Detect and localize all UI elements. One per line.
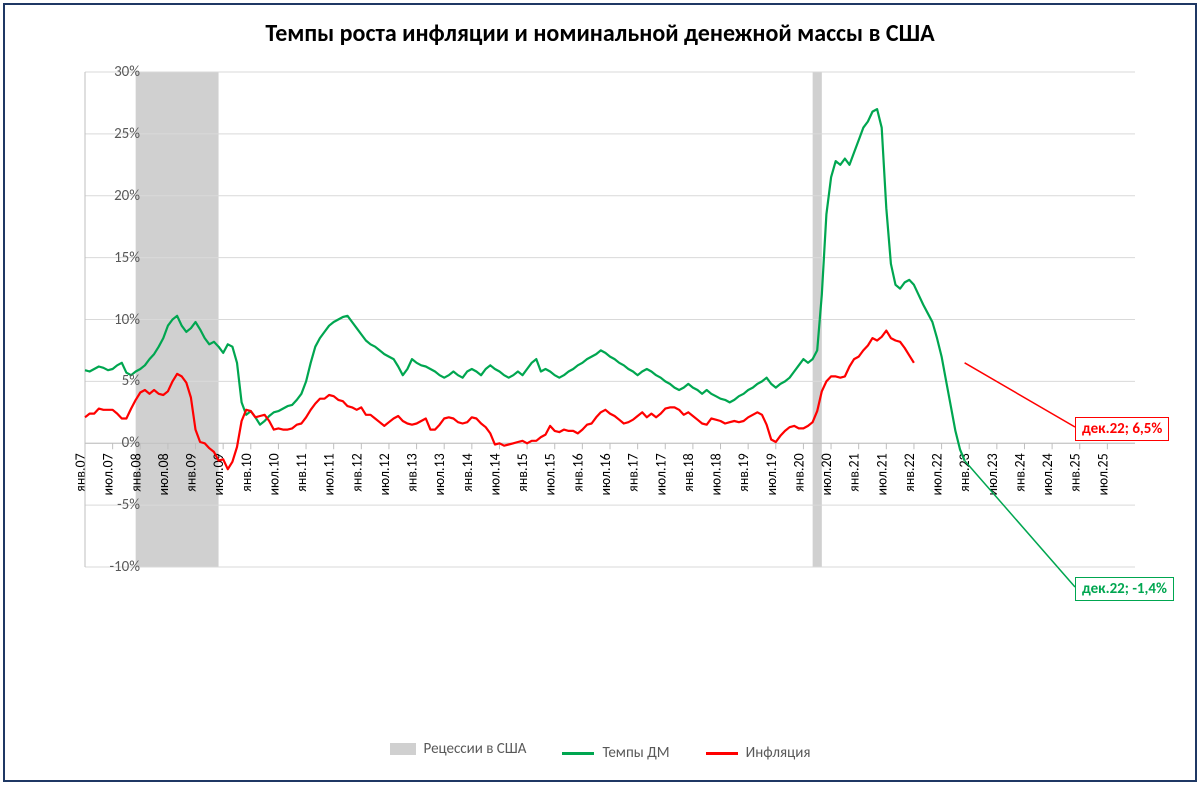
chart-frame: Темпы роста инфляции и номинальной денеж…: [3, 3, 1197, 782]
chart-svg: янв.07июл.07янв.08июл.08янв.09июл.09янв.…: [60, 67, 1160, 687]
svg-text:янв.16: янв.16: [569, 453, 586, 492]
svg-text:июл.25: июл.25: [1094, 453, 1111, 495]
y-tick-label: 5%: [40, 372, 140, 390]
svg-text:янв.13: янв.13: [404, 453, 421, 492]
svg-text:июл.14: июл.14: [486, 453, 503, 495]
svg-text:янв.12: янв.12: [348, 453, 365, 492]
svg-text:янв.17: янв.17: [625, 453, 642, 492]
svg-text:янв.20: янв.20: [790, 453, 807, 492]
y-tick-label: 10%: [40, 311, 140, 329]
y-tick-label: 25%: [40, 125, 140, 143]
svg-text:янв.21: янв.21: [846, 453, 863, 492]
svg-text:янв.11: янв.11: [293, 453, 310, 492]
legend: Рецессии в США Темпы ДМ Инфляция: [5, 740, 1195, 763]
data-callout: дек.22; -1,4%: [1075, 577, 1174, 601]
svg-text:июл.07: июл.07: [100, 453, 117, 495]
svg-text:янв.15: янв.15: [514, 453, 531, 492]
svg-text:июл.16: июл.16: [597, 453, 614, 495]
svg-text:янв.08: янв.08: [127, 453, 144, 492]
plot-area: янв.07июл.07янв.08июл.08янв.09июл.09янв.…: [60, 67, 1160, 687]
svg-text:июл.10: июл.10: [265, 453, 282, 495]
svg-text:июл.20: июл.20: [818, 453, 835, 495]
svg-text:янв.14: янв.14: [459, 453, 476, 492]
svg-text:июл.18: июл.18: [708, 453, 725, 495]
svg-text:июл.22: июл.22: [929, 453, 946, 495]
svg-text:янв.22: янв.22: [901, 453, 918, 492]
legend-swatch: [390, 743, 416, 755]
svg-text:янв.09: янв.09: [183, 453, 200, 492]
svg-text:янв.19: янв.19: [735, 453, 752, 492]
svg-text:июл.23: июл.23: [984, 453, 1001, 495]
legend-label: Темпы ДМ: [602, 744, 669, 762]
y-tick-label: -5%: [40, 496, 140, 514]
legend-label: Инфляция: [746, 744, 811, 762]
svg-text:июл.24: июл.24: [1039, 453, 1056, 495]
y-tick-label: 20%: [40, 187, 140, 205]
svg-text:июл.11: июл.11: [321, 453, 338, 495]
legend-swatch: [706, 752, 738, 755]
legend-swatch: [562, 752, 594, 755]
legend-item: Инфляция: [706, 744, 811, 762]
svg-text:июл.13: июл.13: [431, 453, 448, 495]
svg-text:июл.15: июл.15: [542, 453, 559, 495]
svg-text:июл.08: июл.08: [155, 453, 172, 495]
svg-text:янв.24: янв.24: [1011, 453, 1028, 492]
legend-item: Темпы ДМ: [562, 744, 669, 762]
legend-item: Рецессии в США: [390, 740, 527, 758]
svg-text:июл.19: июл.19: [763, 453, 780, 495]
svg-text:янв.18: янв.18: [680, 453, 697, 492]
svg-text:янв.07: янв.07: [72, 453, 89, 492]
chart-title: Темпы роста инфляции и номинальной денеж…: [5, 19, 1195, 48]
svg-text:янв.10: янв.10: [238, 453, 255, 492]
y-tick-label: 15%: [40, 249, 140, 267]
svg-text:июл.12: июл.12: [376, 453, 393, 495]
legend-label: Рецессии в США: [424, 740, 527, 758]
y-tick-label: -10%: [40, 558, 140, 576]
svg-text:июл.21: июл.21: [873, 453, 890, 495]
y-tick-label: 0%: [40, 434, 140, 452]
data-callout: дек.22; 6,5%: [1075, 417, 1169, 441]
svg-text:июл.17: июл.17: [652, 453, 669, 495]
y-tick-label: 30%: [40, 63, 140, 81]
svg-text:янв.25: янв.25: [1067, 453, 1084, 492]
